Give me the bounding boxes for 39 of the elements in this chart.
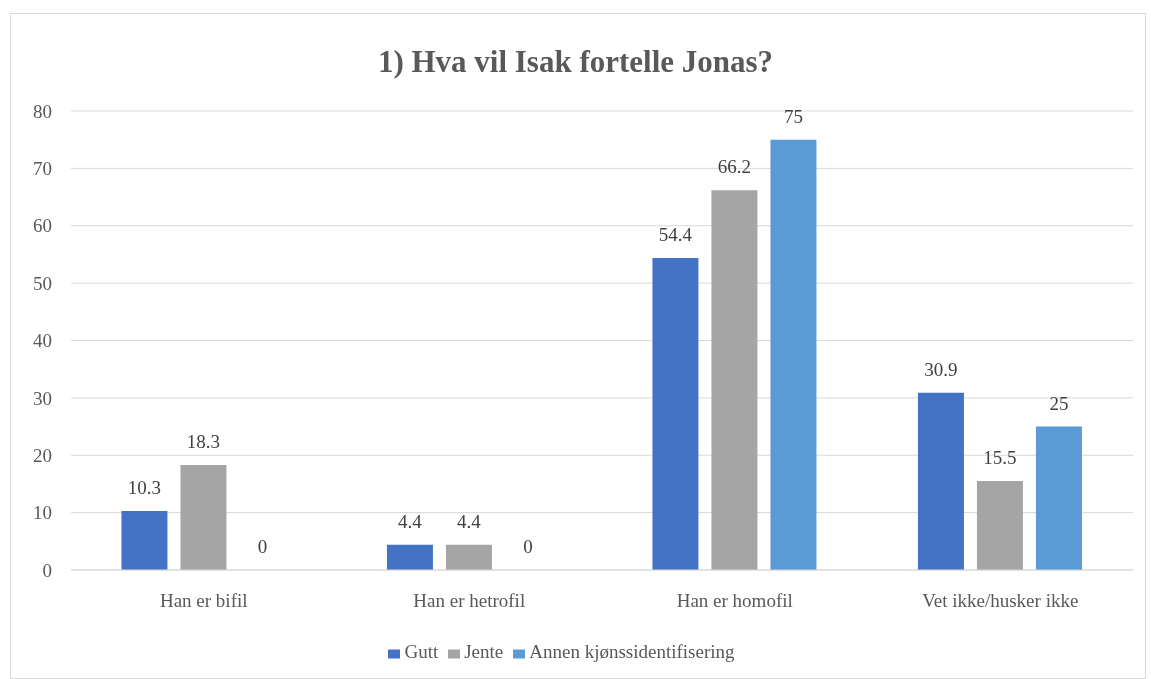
y-tick-label: 20 [33,444,52,466]
chart-title: 1) Hva vil Isak fortelle Jonas? [376,43,775,81]
bar [180,465,227,570]
y-tick-label: 60 [33,215,52,237]
bar [770,139,817,570]
data-label: 30.9 [924,358,958,380]
x-tick-label: Vet ikke/husker ikke [922,590,1079,612]
data-label: 18.3 [186,431,221,452]
x-tick-label: Han er hetrofil [413,590,526,612]
data-label: 54.4 [658,223,693,245]
data-label: 10.3 [127,476,162,498]
bar [121,510,168,570]
bar [1035,426,1082,570]
data-label: 66.2 [717,156,752,178]
y-tick-label: 40 [33,330,52,352]
y-tick-label: 80 [33,100,52,122]
legend-label: Gutt [404,641,439,662]
bar [917,392,964,570]
bar [386,544,433,570]
bar [711,190,758,570]
x-tick-label: Han er bifil [159,590,248,612]
y-tick-label: 30 [33,387,52,409]
bar [976,481,1023,570]
data-label: 25 [1049,392,1069,414]
data-label: 15.5 [983,447,1017,469]
data-label: 75 [783,105,803,127]
data-label: 4.4 [457,510,482,532]
data-label: 4.4 [398,510,423,532]
y-tick-label: 70 [33,158,52,180]
y-tick-label: 0 [42,559,52,581]
bar [652,257,699,570]
y-tick-label: 10 [33,502,52,524]
x-tick-label: Han er homofil [676,590,793,612]
data-label: 0 [257,536,268,557]
legend-label: Annen kjønssidentifisering [529,641,735,662]
legend-label: Jente [464,641,504,662]
y-tick-label: 50 [33,272,52,294]
bar [445,544,492,570]
data-label: 0 [523,536,533,557]
